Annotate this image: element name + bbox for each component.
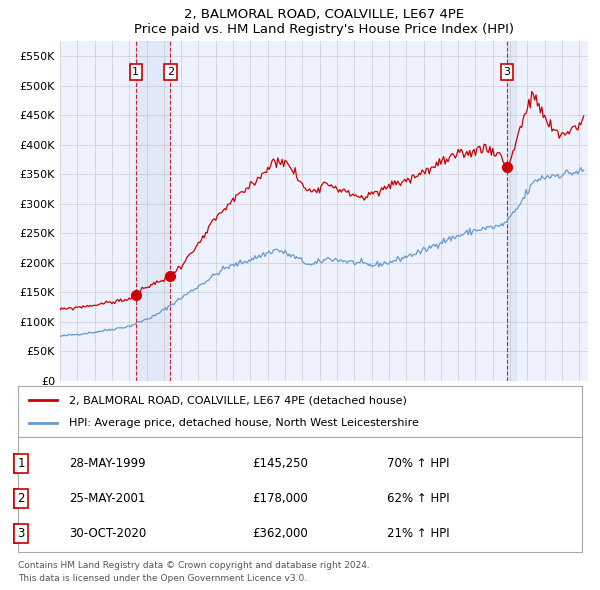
- Text: 2: 2: [17, 492, 25, 505]
- Text: HPI: Average price, detached house, North West Leicestershire: HPI: Average price, detached house, Nort…: [69, 418, 419, 428]
- Text: 1: 1: [17, 457, 25, 470]
- Text: 2, BALMORAL ROAD, COALVILLE, LE67 4PE (detached house): 2, BALMORAL ROAD, COALVILLE, LE67 4PE (d…: [69, 395, 407, 405]
- Text: 70% ↑ HPI: 70% ↑ HPI: [387, 457, 449, 470]
- Text: £362,000: £362,000: [252, 527, 308, 540]
- Text: 62% ↑ HPI: 62% ↑ HPI: [387, 492, 449, 505]
- Bar: [507, 41, 516, 381]
- Text: 2: 2: [167, 67, 174, 77]
- Title: 2, BALMORAL ROAD, COALVILLE, LE67 4PE
Price paid vs. HM Land Registry's House Pr: 2, BALMORAL ROAD, COALVILLE, LE67 4PE Pr…: [134, 8, 514, 36]
- Text: 70% ↑ HPI: 70% ↑ HPI: [387, 457, 449, 470]
- Text: £145,250: £145,250: [252, 457, 308, 470]
- Text: This data is licensed under the Open Government Licence v3.0.: This data is licensed under the Open Gov…: [18, 573, 307, 583]
- Text: 21% ↑ HPI: 21% ↑ HPI: [387, 527, 449, 540]
- Text: 3: 3: [17, 527, 25, 540]
- Text: 28-MAY-1999: 28-MAY-1999: [69, 457, 146, 470]
- Text: 1: 1: [133, 67, 139, 77]
- Text: 62% ↑ HPI: 62% ↑ HPI: [387, 492, 449, 505]
- Text: £145,250: £145,250: [252, 457, 308, 470]
- Text: 30-OCT-2020: 30-OCT-2020: [69, 527, 146, 540]
- Text: £362,000: £362,000: [252, 527, 308, 540]
- Text: Contains HM Land Registry data © Crown copyright and database right 2024.: Contains HM Land Registry data © Crown c…: [18, 560, 370, 570]
- Text: 28-MAY-1999: 28-MAY-1999: [69, 457, 146, 470]
- Text: £178,000: £178,000: [252, 492, 308, 505]
- Text: 1: 1: [17, 457, 25, 470]
- Text: 25-MAY-2001: 25-MAY-2001: [69, 492, 145, 505]
- Text: 30-OCT-2020: 30-OCT-2020: [69, 527, 146, 540]
- Text: 21% ↑ HPI: 21% ↑ HPI: [387, 527, 449, 540]
- Text: 25-MAY-2001: 25-MAY-2001: [69, 492, 145, 505]
- Text: 3: 3: [503, 67, 511, 77]
- Text: 2: 2: [17, 492, 25, 505]
- Bar: [136, 41, 170, 381]
- Text: £178,000: £178,000: [252, 492, 308, 505]
- Text: 3: 3: [17, 527, 25, 540]
